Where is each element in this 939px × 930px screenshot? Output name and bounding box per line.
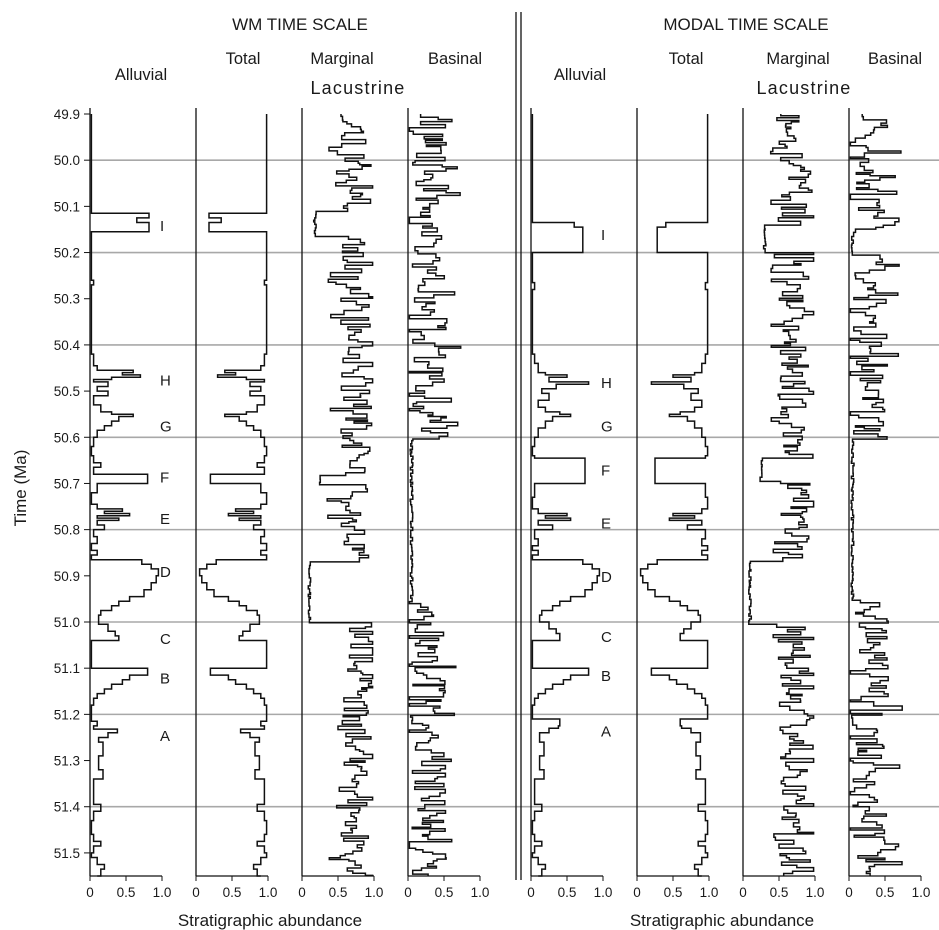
group-0-panels: 0 0.5 1.0 0 0.5 1.0 0 0.5 1.0 0 0.5 1.0 I H G F E D C B A bbox=[86, 108, 489, 900]
event-label-e: E bbox=[160, 511, 170, 528]
panel-alluvial: 0 0.5 1.0 bbox=[86, 108, 171, 900]
series-line-alluvial bbox=[531, 114, 601, 877]
y-tick-label: 51.4 bbox=[54, 800, 81, 815]
y-tick-label: 51.1 bbox=[54, 661, 80, 676]
panels: 0 0.5 1.0 0 0.5 1.0 0 0.5 1.0 0 0.5 1.0 I H G F E D C B A 0 0.… bbox=[86, 108, 930, 900]
y-tick-label: 51.2 bbox=[54, 707, 80, 722]
wm-x-axis-label: Stratigraphic abundance bbox=[178, 911, 362, 930]
event-label-g: G bbox=[601, 419, 613, 436]
series-line-total bbox=[639, 114, 709, 877]
reference-lines bbox=[90, 159, 939, 808]
series-line-marginal bbox=[307, 114, 374, 877]
x-tick-label: 1.0 bbox=[594, 885, 613, 900]
event-label-c: C bbox=[160, 631, 171, 648]
wm-time-scale-group: WM TIME SCALE Alluvial Total Marginal Ba… bbox=[115, 15, 482, 930]
wm-panel-label-total: Total bbox=[226, 50, 261, 68]
group-separator bbox=[515, 12, 522, 880]
wm-panel-label-basinal: Basinal bbox=[428, 50, 482, 68]
y-tick-label: 50.1 bbox=[54, 199, 80, 214]
y-tick-label: 50.9 bbox=[54, 569, 80, 584]
panel-alluvial: 0 0.5 1.0 bbox=[527, 108, 612, 900]
event-label-b: B bbox=[160, 670, 170, 687]
y-tick-label: 50.2 bbox=[54, 246, 80, 261]
y-axis: Time (Ma) 49.9 50.0 50.1 50.2 50.3 50.4 50.5 50… bbox=[11, 107, 90, 861]
x-tick-label: 0.5 bbox=[223, 885, 242, 900]
y-tick-label: 50.5 bbox=[54, 384, 80, 399]
modal-lacustrine-label: Lacustrine bbox=[756, 78, 851, 98]
x-tick-label: 0.5 bbox=[329, 885, 348, 900]
event-label-h: H bbox=[601, 375, 612, 392]
x-tick-label: 1.0 bbox=[471, 885, 490, 900]
event-label-c: C bbox=[601, 629, 612, 646]
modal-panel-label-alluvial: Alluvial bbox=[554, 66, 606, 84]
event-label-g: G bbox=[160, 419, 172, 436]
event-label-b: B bbox=[601, 668, 611, 685]
y-tick-label: 50.0 bbox=[54, 153, 80, 168]
event-label-d: D bbox=[601, 569, 612, 586]
panel-total: 0 0.5 1.0 bbox=[633, 108, 718, 900]
modal-panel-label-marginal: Marginal bbox=[766, 50, 829, 68]
y-tick-label: 50.3 bbox=[54, 292, 80, 307]
y-tick-label: 50.8 bbox=[54, 523, 80, 538]
event-label-i: I bbox=[160, 218, 164, 235]
x-tick-label: 0 bbox=[298, 885, 306, 900]
modal-panel-label-basinal: Basinal bbox=[868, 50, 922, 68]
panel-marginal: 0 0.5 1.0 bbox=[739, 108, 824, 900]
y-tick-label: 50.6 bbox=[54, 430, 80, 445]
x-tick-label: 0 bbox=[633, 885, 641, 900]
panel-total: 0 0.5 1.0 bbox=[192, 108, 277, 900]
panel-basinal: 0 0.5 1.0 bbox=[404, 108, 489, 900]
modal-group-title: MODAL TIME SCALE bbox=[663, 15, 828, 34]
x-tick-label: 0 bbox=[739, 885, 747, 900]
panel-marginal: 0 0.5 1.0 bbox=[298, 108, 383, 900]
event-label-a: A bbox=[601, 724, 611, 741]
wm-panel-label-marginal: Marginal bbox=[310, 50, 373, 68]
modal-time-scale-group: MODAL TIME SCALE Alluvial Total Marginal… bbox=[554, 15, 922, 930]
x-tick-label: 1.0 bbox=[259, 885, 278, 900]
event-label-f: F bbox=[160, 470, 169, 487]
x-tick-label: 1.0 bbox=[912, 885, 931, 900]
x-tick-label: 0.5 bbox=[770, 885, 789, 900]
x-tick-label: 1.0 bbox=[700, 885, 719, 900]
y-tick-label: 50.7 bbox=[54, 476, 80, 491]
x-tick-label: 0 bbox=[192, 885, 200, 900]
y-tick-label: 51.0 bbox=[54, 615, 80, 630]
event-label-h: H bbox=[160, 373, 171, 390]
series-line-basinal bbox=[408, 114, 462, 876]
group-1-panels: 0 0.5 1.0 0 0.5 1.0 0 0.5 1.0 0 0.5 1.0 I H G F E D C B A bbox=[527, 108, 930, 900]
series-line-marginal bbox=[748, 114, 815, 876]
modal-panel-label-total: Total bbox=[669, 50, 704, 68]
y-tick-label: 50.4 bbox=[54, 338, 81, 353]
x-tick-label: 0.5 bbox=[117, 885, 136, 900]
x-tick-label: 0 bbox=[845, 885, 853, 900]
x-tick-label: 0 bbox=[86, 885, 94, 900]
panel-basinal: 0 0.5 1.0 bbox=[845, 108, 930, 900]
x-tick-label: 1.0 bbox=[806, 885, 825, 900]
x-tick-label: 0 bbox=[527, 885, 535, 900]
x-tick-label: 1.0 bbox=[365, 885, 384, 900]
x-tick-label: 0.5 bbox=[558, 885, 577, 900]
y-tick-label: 49.9 bbox=[54, 107, 80, 122]
y-tick-label: 51.5 bbox=[54, 846, 80, 861]
event-label-d: D bbox=[160, 564, 171, 581]
event-label-e: E bbox=[601, 516, 611, 533]
x-tick-label: 0.5 bbox=[664, 885, 683, 900]
wm-lacustrine-label: Lacustrine bbox=[310, 78, 405, 98]
event-label-i: I bbox=[601, 227, 605, 244]
y-axis-label: Time (Ma) bbox=[11, 450, 30, 527]
y-tick-label: 51.3 bbox=[54, 754, 80, 769]
modal-x-axis-label: Stratigraphic abundance bbox=[630, 911, 814, 930]
x-tick-label: 0.5 bbox=[876, 885, 895, 900]
wm-panel-label-alluvial: Alluvial bbox=[115, 66, 167, 84]
x-tick-label: 1.0 bbox=[153, 885, 172, 900]
event-label-a: A bbox=[160, 728, 170, 745]
x-tick-label: 0 bbox=[404, 885, 412, 900]
series-line-alluvial bbox=[90, 114, 160, 877]
series-line-total bbox=[198, 114, 268, 877]
event-label-f: F bbox=[601, 463, 610, 480]
series-line-basinal bbox=[849, 114, 903, 876]
wm-group-title: WM TIME SCALE bbox=[232, 15, 368, 34]
x-tick-label: 0.5 bbox=[435, 885, 454, 900]
